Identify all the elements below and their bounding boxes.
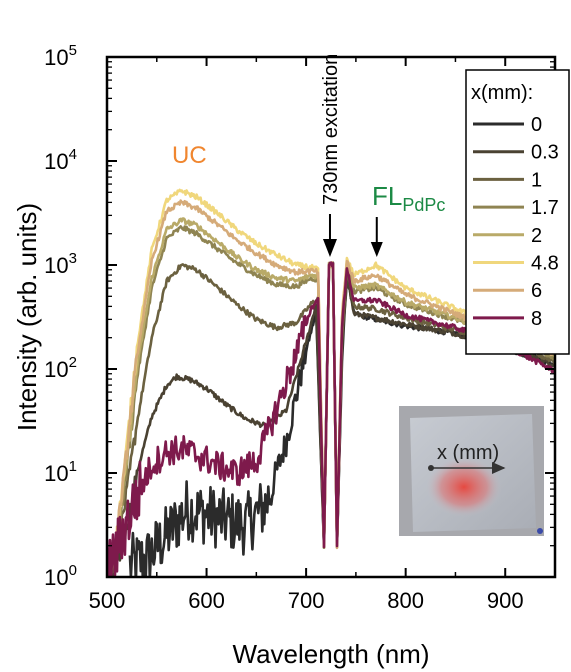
legend-entry: 4.8 (531, 253, 559, 275)
y-tick-label: 102 (44, 354, 77, 382)
y-axis-title: Intensity (arb. units) (12, 203, 42, 431)
inset-label: x (mm) (437, 442, 499, 464)
y-tick-label: 101 (44, 458, 77, 486)
inset-photo: x (mm) (398, 405, 545, 537)
legend-entry: 0.3 (531, 142, 559, 164)
fl-label-main: FL (372, 181, 402, 211)
y-tick-label: 100 (44, 562, 77, 590)
excitation-arrow (323, 214, 337, 257)
excitation-arrow-head (323, 239, 337, 257)
x-tick-label: 700 (288, 588, 325, 613)
fl-label-subscript: PdPc (402, 195, 445, 215)
legend-entry: 0 (531, 114, 542, 136)
x-tick-label: 800 (387, 588, 424, 613)
legend: x(mm): 0 0.3 1 1.7 2 4.8 6 8 (466, 70, 569, 354)
legend-entry: 1.7 (531, 197, 559, 219)
y-tick-label: 103 (44, 250, 77, 278)
legend-entry: 6 (531, 280, 542, 302)
x-tick-label: 600 (188, 588, 225, 613)
fl-arrow-head (371, 242, 383, 257)
y-tick-label: 105 (44, 42, 77, 70)
legend-title: x(mm): (471, 82, 533, 104)
fl-arrow (371, 217, 383, 257)
fl-label: FLPdPc (372, 181, 445, 215)
inset-spot (426, 457, 502, 517)
legend-entry: 1 (531, 169, 542, 191)
x-tick-label: 500 (89, 588, 126, 613)
legend-entry: 2 (531, 225, 542, 247)
excitation-label: 730nm excitation (320, 54, 342, 205)
legend-entry: 8 (531, 308, 542, 330)
x-tick-label: 900 (487, 588, 524, 613)
x-axis-title: Wavelength (nm) (233, 639, 430, 669)
uc-label: UC (172, 142, 207, 169)
y-tick-label: 104 (44, 146, 77, 174)
